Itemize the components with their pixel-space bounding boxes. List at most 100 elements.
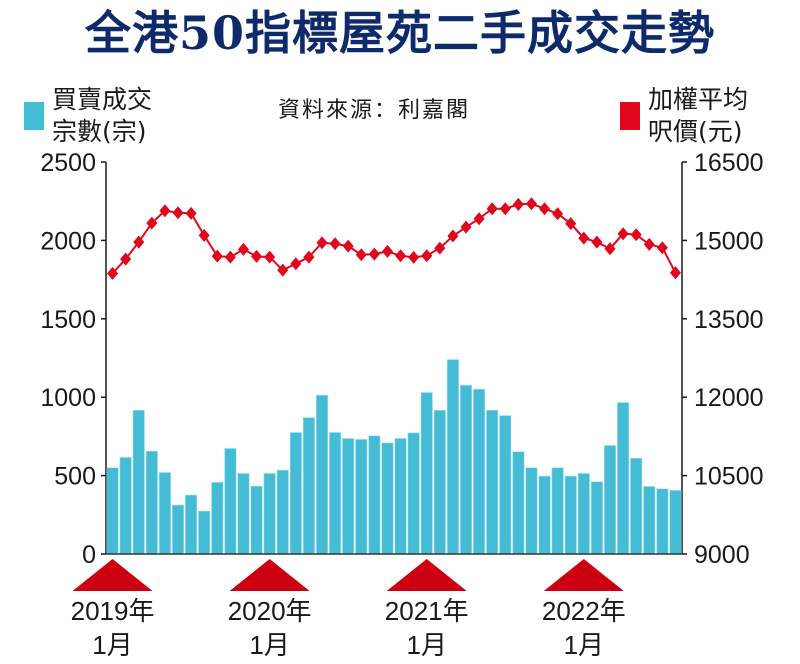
bar <box>289 432 302 555</box>
price-point-diamond <box>224 250 236 264</box>
price-line <box>111 202 677 275</box>
price-point-diamond <box>525 197 537 211</box>
price-point-diamond <box>408 250 420 264</box>
x-axis-markers: 2019年 1月 2020年 1月 2021年 1月 2022年 1月 <box>71 559 626 660</box>
bar <box>250 485 263 555</box>
price-point-diamond <box>211 249 223 263</box>
price-point-diamond <box>133 235 145 249</box>
x-marker-month-label: 1月 <box>249 630 289 660</box>
price-point-diamond <box>460 220 472 234</box>
bar <box>342 438 355 555</box>
bar <box>525 467 538 555</box>
bar <box>106 467 119 555</box>
bar <box>145 450 158 555</box>
bar <box>433 409 446 555</box>
bar <box>643 486 656 555</box>
bar <box>224 448 237 555</box>
left-axis-tick-label: 0 <box>82 541 96 569</box>
legend-bars: 買賣成交 宗數(宗) <box>24 84 152 148</box>
bar <box>603 445 617 555</box>
bar-series <box>106 359 682 555</box>
price-point-diamond <box>447 229 459 243</box>
price-point-diamond <box>185 206 197 220</box>
bar <box>577 473 590 555</box>
x-marker-year-label: 2020年 <box>228 596 312 626</box>
year-marker-triangle-icon <box>229 559 310 591</box>
price-point-diamond <box>434 241 446 255</box>
bar <box>617 402 630 555</box>
left-axis-tick-label: 1000 <box>40 384 96 412</box>
bar <box>420 392 433 555</box>
left-axis-tick-label: 500 <box>54 463 96 491</box>
right-axis-tick-label: 10500 <box>694 463 764 491</box>
left-axis-tick-label: 1500 <box>40 306 96 334</box>
bar <box>237 473 250 555</box>
price-point-diamond <box>368 247 380 261</box>
price-point-diamond <box>630 228 642 242</box>
year-marker-triangle-icon <box>72 559 153 591</box>
bar <box>669 490 682 555</box>
price-point-diamond <box>251 249 263 263</box>
bar <box>158 472 171 555</box>
price-point-diamond <box>539 202 551 216</box>
price-point-diamond <box>486 202 498 216</box>
bar <box>394 438 407 555</box>
legend-line: 加權平均 呎價(元) <box>620 84 748 148</box>
year-marker-triangle-icon <box>543 559 624 591</box>
chart-title: 全港50指標屋苑二手成交走勢 <box>84 6 715 60</box>
x-marker-month-label: 1月 <box>406 630 446 660</box>
price-point-diamond <box>355 248 367 262</box>
bar <box>656 488 669 555</box>
source-note: 資料來源：利嘉閣 <box>278 98 471 123</box>
right-axis-tick-label: 9000 <box>694 541 750 569</box>
price-point-diamond <box>290 257 302 271</box>
price-point-diamond <box>604 242 616 256</box>
price-point-diamond <box>120 252 132 266</box>
x-marker-month-label: 1月 <box>92 630 132 660</box>
bar <box>446 359 459 555</box>
bar <box>211 482 224 555</box>
right-axis: 9000 10500 12000 13500 15000 16500 <box>681 149 764 569</box>
price-point-diamond <box>342 239 354 253</box>
legend-bar-swatch-icon <box>24 102 44 130</box>
bar <box>368 435 381 555</box>
price-point-diamond <box>499 202 511 216</box>
bar <box>407 432 420 555</box>
price-point-diamond <box>277 263 289 277</box>
right-axis-tick-label: 13500 <box>694 306 764 334</box>
bar <box>538 475 551 555</box>
price-point-diamond <box>303 250 315 264</box>
x-marker-year-label: 2021年 <box>385 596 469 626</box>
price-point-diamond <box>565 217 577 231</box>
right-axis-tick-label: 15000 <box>694 227 764 255</box>
price-point-diamond <box>316 236 328 250</box>
bar <box>276 469 289 555</box>
bar <box>512 451 525 555</box>
bar <box>263 473 276 555</box>
price-point-diamond <box>552 207 564 221</box>
price-point-diamond <box>617 227 629 241</box>
bar <box>171 504 185 555</box>
price-point-diamond <box>669 266 681 280</box>
year-marker-triangle-icon <box>386 559 467 591</box>
bar <box>473 388 486 555</box>
left-axis-tick-label: 2500 <box>40 149 96 177</box>
price-point-diamond <box>237 242 249 256</box>
price-point-diamond <box>578 231 590 245</box>
price-point-diamond <box>159 204 171 218</box>
bar <box>329 432 342 555</box>
line-series <box>107 197 681 280</box>
bar <box>185 494 198 555</box>
legend-bars-label: 買賣成交 宗數(宗) <box>52 85 153 146</box>
bar <box>630 457 643 555</box>
bar <box>486 409 499 555</box>
left-axis: 0 500 1000 1500 2000 2500 <box>40 149 107 569</box>
x-marker-year-label: 2022年 <box>542 596 626 626</box>
bar <box>315 394 329 555</box>
x-marker-month-label: 1月 <box>564 630 604 660</box>
price-point-diamond <box>146 216 158 230</box>
price-point-diamond <box>107 266 119 280</box>
left-axis-tick-label: 2000 <box>40 227 96 255</box>
right-axis-tick-label: 12000 <box>694 384 764 412</box>
